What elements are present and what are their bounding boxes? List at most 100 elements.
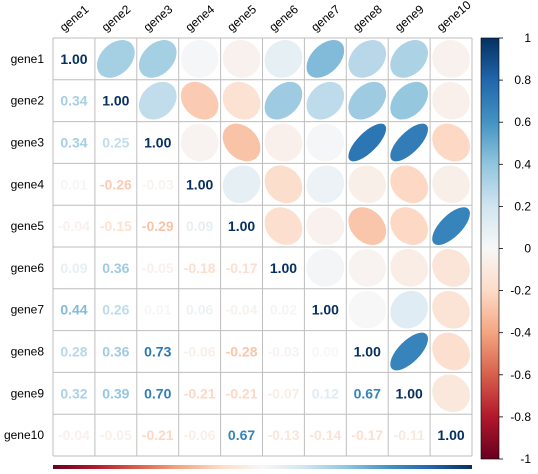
colorbar-tick-label: 0.6 bbox=[514, 115, 531, 129]
cell-value-gene8-gene2: 0.36 bbox=[102, 344, 129, 360]
cell-value-gene8-gene3: 0.73 bbox=[144, 344, 171, 360]
cell-ellipse-gene4-gene7 bbox=[306, 165, 345, 204]
cell-value-gene3-gene1: 0.34 bbox=[60, 135, 87, 151]
colorbar-tick-label: -0.2 bbox=[510, 284, 531, 298]
colorbar-tick-label: 0.8 bbox=[514, 73, 531, 87]
cell-value-gene6-gene4: -0.18 bbox=[184, 260, 216, 276]
cell-ellipse-gene5-gene6 bbox=[264, 207, 303, 245]
colorbar-tick-label: -0.8 bbox=[510, 410, 531, 424]
row-label-gene7: gene7 bbox=[11, 303, 45, 317]
cell-value-gene10-gene6: -0.13 bbox=[267, 427, 299, 443]
row-label-gene8: gene8 bbox=[11, 345, 45, 359]
cell-value-gene6-gene6: 1.00 bbox=[270, 260, 297, 276]
cell-ellipse-gene2-gene9 bbox=[390, 81, 429, 120]
cell-value-gene10-gene8: -0.17 bbox=[351, 427, 383, 443]
col-label-gene2: gene2 bbox=[99, 2, 134, 34]
row-label-gene1: gene1 bbox=[11, 52, 45, 66]
cell-ellipse-gene7-gene9 bbox=[390, 290, 429, 329]
cell-ellipse-gene2-gene5 bbox=[222, 81, 261, 120]
cell-ellipse-gene3-gene4 bbox=[180, 123, 219, 162]
cell-ellipse-gene3-gene8 bbox=[348, 123, 387, 162]
colorbar-tick-label: -0.4 bbox=[510, 326, 531, 340]
cell-ellipse-gene5-gene7 bbox=[306, 207, 345, 245]
row-label-gene9: gene9 bbox=[11, 386, 45, 400]
cell-value-gene7-gene1: 0.44 bbox=[60, 302, 87, 318]
cell-value-gene8-gene6: -0.03 bbox=[267, 344, 299, 360]
cell-ellipse-gene2-gene10 bbox=[432, 81, 470, 120]
cell-value-gene10-gene9: -0.11 bbox=[394, 427, 425, 443]
cell-ellipse-gene8-gene9 bbox=[390, 332, 429, 371]
cell-value-gene7-gene4: 0.06 bbox=[186, 302, 213, 318]
cell-value-gene8-gene4: -0.06 bbox=[184, 344, 216, 360]
cell-value-gene9-gene8: 0.67 bbox=[354, 385, 381, 401]
colorbar-tick-label: 0.2 bbox=[514, 199, 531, 213]
colorbar bbox=[480, 37, 500, 460]
col-label-gene7: gene7 bbox=[308, 2, 343, 34]
cell-value-gene6-gene1: 0.09 bbox=[60, 260, 87, 276]
row-label-gene5: gene5 bbox=[11, 219, 45, 233]
row-label-gene2: gene2 bbox=[11, 94, 45, 108]
cell-value-gene10-gene3: -0.21 bbox=[142, 427, 174, 443]
cell-ellipse-gene7-gene10 bbox=[432, 290, 470, 329]
cell-value-gene8-gene5: -0.28 bbox=[226, 344, 258, 360]
row-label-gene4: gene4 bbox=[11, 177, 45, 191]
cell-value-gene9-gene1: 0.32 bbox=[60, 385, 87, 401]
cell-value-gene7-gene6: 0.02 bbox=[270, 302, 297, 318]
cell-value-gene6-gene2: 0.36 bbox=[102, 260, 129, 276]
cell-value-gene3-gene2: 0.25 bbox=[102, 135, 129, 151]
cell-ellipse-gene3-gene9 bbox=[390, 123, 429, 162]
cell-value-gene7-gene7: 1.00 bbox=[312, 302, 339, 318]
cell-ellipse-gene8-gene10 bbox=[432, 332, 470, 371]
cell-value-gene4-gene3: -0.03 bbox=[142, 176, 174, 192]
cell-ellipse-gene6-gene10 bbox=[432, 249, 470, 287]
cell-ellipse-gene2-gene7 bbox=[306, 81, 345, 120]
cell-ellipse-gene3-gene7 bbox=[306, 123, 345, 162]
cell-value-gene8-gene8: 1.00 bbox=[354, 344, 381, 360]
col-label-gene1: gene1 bbox=[57, 2, 92, 34]
cell-value-gene7-gene5: -0.04 bbox=[226, 302, 258, 318]
cell-value-gene7-gene3: 0.01 bbox=[144, 302, 171, 318]
cell-value-gene9-gene4: -0.21 bbox=[184, 385, 216, 401]
cell-ellipse-gene7-gene8 bbox=[348, 290, 387, 329]
cell-ellipse-gene1-gene7 bbox=[306, 40, 345, 78]
cell-ellipse-gene3-gene5 bbox=[222, 123, 261, 162]
cell-ellipse-gene3-gene6 bbox=[264, 123, 303, 162]
cell-value-gene5-gene5: 1.00 bbox=[228, 218, 255, 234]
cell-ellipse-gene4-gene9 bbox=[390, 165, 429, 204]
cell-value-gene10-gene10: 1.00 bbox=[437, 427, 464, 443]
cell-value-gene5-gene1: -0.04 bbox=[58, 218, 90, 234]
row-label-gene6: gene6 bbox=[11, 261, 45, 275]
cell-value-gene5-gene2: -0.15 bbox=[100, 218, 132, 234]
cell-value-gene10-gene2: -0.05 bbox=[100, 427, 132, 443]
cell-value-gene9-gene3: 0.70 bbox=[144, 385, 171, 401]
cell-ellipse-gene5-gene10 bbox=[432, 207, 470, 245]
cell-ellipse-gene1-gene6 bbox=[264, 40, 303, 78]
cell-ellipse-gene3-gene10 bbox=[432, 123, 470, 162]
cell-ellipse-gene1-gene8 bbox=[348, 40, 387, 78]
cell-ellipse-gene9-gene10 bbox=[432, 374, 470, 413]
cell-value-gene2-gene1: 0.34 bbox=[60, 93, 87, 109]
cell-ellipse-gene2-gene6 bbox=[264, 81, 303, 120]
cell-value-gene5-gene4: 0.09 bbox=[186, 218, 213, 234]
cell-value-gene9-gene5: -0.21 bbox=[226, 385, 258, 401]
colorbar-tick-label: 0.4 bbox=[514, 157, 531, 171]
cell-ellipse-gene5-gene8 bbox=[348, 207, 387, 245]
cell-ellipse-gene2-gene3 bbox=[138, 81, 177, 120]
col-label-gene3: gene3 bbox=[141, 2, 176, 34]
cell-value-gene10-gene4: -0.06 bbox=[184, 427, 216, 443]
cell-ellipse-gene1-gene3 bbox=[138, 40, 177, 78]
cell-value-gene10-gene1: -0.04 bbox=[58, 427, 90, 443]
cell-ellipse-gene1-gene9 bbox=[390, 40, 429, 78]
colorbar-tick-label: 1 bbox=[524, 31, 531, 45]
cell-value-gene9-gene2: 0.39 bbox=[102, 385, 129, 401]
cell-value-gene5-gene3: -0.29 bbox=[142, 218, 174, 234]
cell-ellipse-gene5-gene9 bbox=[390, 207, 429, 245]
cell-ellipse-gene4-gene6 bbox=[264, 165, 303, 204]
cell-ellipse-gene4-gene5 bbox=[222, 165, 261, 204]
cell-ellipse-gene2-gene8 bbox=[348, 81, 387, 120]
cell-value-gene2-gene2: 1.00 bbox=[102, 93, 129, 109]
col-label-gene6: gene6 bbox=[266, 2, 301, 34]
cell-value-gene6-gene5: -0.17 bbox=[226, 260, 258, 276]
